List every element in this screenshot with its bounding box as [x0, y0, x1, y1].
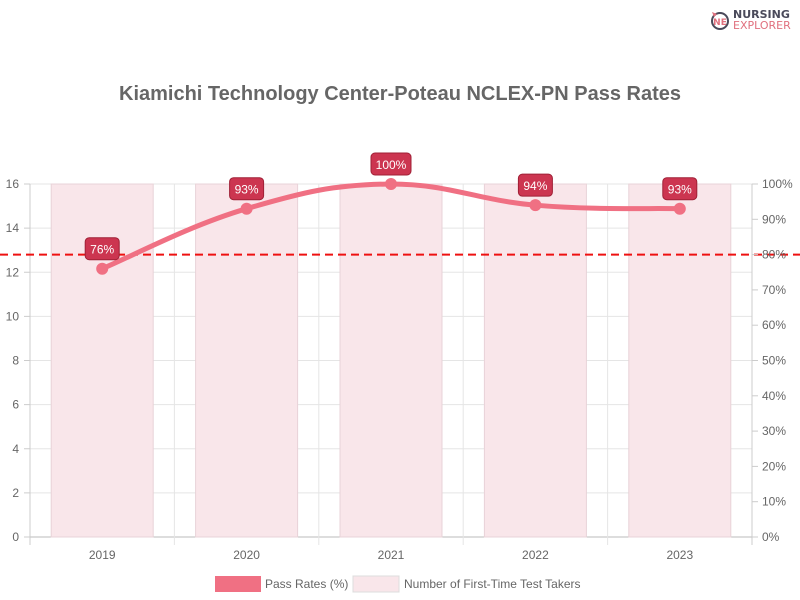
y-left-tick-label: 8 — [12, 354, 19, 368]
y-left-tick-label: 6 — [12, 398, 19, 412]
data-label-box — [517, 173, 553, 197]
x-tick-label: 2019 — [89, 548, 116, 562]
y-left-tick-label: 0 — [12, 530, 19, 544]
legend-swatch-pass-rates — [215, 576, 261, 592]
chart-title: Kiamichi Technology Center-Poteau NCLEX-… — [119, 83, 681, 105]
data-label: 93% — [668, 183, 692, 197]
bar-test-takers — [483, 183, 587, 538]
pass-rate-point — [240, 202, 253, 215]
logo-monogram-icon: NE — [711, 12, 729, 30]
y-right-tick-label: 10% — [762, 495, 786, 509]
pass-rate-point — [96, 262, 109, 275]
y-right-tick-label: 0% — [762, 530, 780, 544]
bar-test-takers — [50, 183, 154, 538]
x-tick-label: 2020 — [233, 548, 260, 562]
y-right-tick-label: 30% — [762, 424, 786, 438]
x-tick-label: 2021 — [378, 548, 405, 562]
data-label-box — [370, 152, 412, 176]
y-left-tick-label: 16 — [6, 177, 20, 191]
pass-rate-point — [529, 199, 542, 212]
y-right-tick-label: 80% — [762, 248, 786, 262]
data-label-box — [662, 177, 698, 201]
x-tick-label: 2022 — [522, 548, 549, 562]
y-left-tick-label: 2 — [12, 486, 19, 500]
logo-line2: EXPLORER — [733, 19, 791, 32]
y-right-tick-label: 90% — [762, 212, 786, 226]
data-label: 94% — [523, 179, 547, 193]
y-right-tick-label: 60% — [762, 318, 786, 332]
nursing-explorer-logo: NE NURSING EXPLORER — [710, 9, 791, 31]
logo-line1: NURSING — [733, 8, 790, 21]
legend-label-pass-rates: Pass Rates (%) — [265, 577, 348, 591]
y-right-tick-label: 50% — [762, 354, 786, 368]
x-tick-label: 2023 — [666, 548, 693, 562]
y-right-tick-label: 40% — [762, 389, 786, 403]
bar-test-takers — [195, 183, 299, 538]
y-left-tick-label: 12 — [6, 265, 20, 279]
y-right-tick-label: 20% — [762, 459, 786, 473]
legend-swatch-test-takers — [352, 575, 400, 593]
svg-text:NE: NE — [713, 18, 727, 28]
pass-rate-point — [673, 202, 686, 215]
pass-rate-point — [385, 178, 397, 190]
data-label-box — [84, 237, 120, 261]
y-left-tick-label: 4 — [12, 442, 19, 456]
data-label: 100% — [376, 158, 407, 172]
y-left-tick-label: 10 — [6, 309, 20, 323]
data-label-box — [229, 177, 265, 201]
y-left-tick-label: 14 — [6, 221, 20, 235]
bar-test-takers — [628, 183, 732, 538]
y-right-tick-label: 70% — [762, 283, 786, 297]
data-label: 76% — [90, 243, 114, 257]
bar-test-takers — [339, 183, 443, 538]
y-right-tick-label: 100% — [762, 177, 793, 191]
legend-label-test-takers: Number of First-Time Test Takers — [404, 577, 580, 591]
data-label: 93% — [235, 183, 259, 197]
